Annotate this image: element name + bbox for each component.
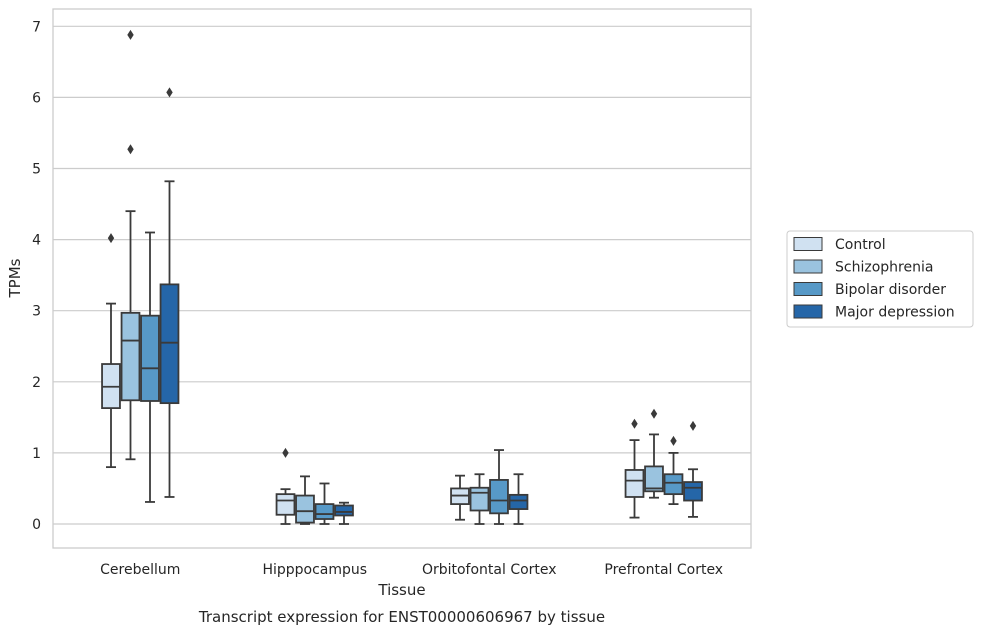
legend-swatch xyxy=(793,237,823,251)
box-body xyxy=(120,311,141,402)
y-tick-label: 4 xyxy=(32,233,41,249)
x-tick-label: Prefrontal Cortex xyxy=(604,562,723,578)
x-tick-label: Orbitofontal Cortex xyxy=(422,562,557,578)
box-1-1 xyxy=(295,475,315,525)
box-2-1 xyxy=(469,473,490,525)
box-0-1 xyxy=(120,29,141,461)
plot-area-frame xyxy=(52,8,752,549)
box-body xyxy=(624,469,645,498)
y-axis-label: TPMs xyxy=(6,258,24,298)
box-body xyxy=(314,503,335,520)
legend-swatch xyxy=(793,259,823,274)
box-3-1 xyxy=(644,408,664,499)
legend-label: Bipolar disorder xyxy=(835,282,946,298)
y-tick-label: 7 xyxy=(32,19,41,35)
outlier-point xyxy=(127,29,134,40)
box-body xyxy=(295,494,315,524)
box-series xyxy=(101,29,703,525)
box-3-2 xyxy=(663,435,684,505)
legend-label: Control xyxy=(835,237,886,253)
box-0-3 xyxy=(159,87,180,498)
box-2-3 xyxy=(508,473,529,525)
outlier-point xyxy=(670,435,677,446)
x-tick-label: Hipppocampus xyxy=(262,562,367,578)
box-2-2 xyxy=(489,449,509,525)
outlier-point xyxy=(689,420,697,431)
y-tick-label: 1 xyxy=(32,446,41,462)
box-body xyxy=(469,486,490,512)
outlier-point xyxy=(127,144,134,155)
y-tick-label: 3 xyxy=(32,304,41,320)
x-tick-label: Cerebellum xyxy=(100,562,180,578)
box-3-0 xyxy=(624,418,645,519)
outlier-point xyxy=(282,447,289,458)
box-body xyxy=(644,465,664,493)
box-1-0 xyxy=(275,447,296,525)
outlier-point xyxy=(107,233,115,244)
box-body xyxy=(275,493,296,516)
x-axis-ticks: Cerebellum Hipppocampus Orbitofontal Corte… xyxy=(100,562,723,578)
y-tick-label: 2 xyxy=(32,375,41,391)
outlier-point xyxy=(166,87,173,98)
x-axis-label: Tissue xyxy=(377,581,425,599)
box-body xyxy=(663,473,684,496)
box-body xyxy=(334,504,354,517)
box-2-0 xyxy=(450,474,470,521)
box-1-2 xyxy=(314,482,335,525)
legend-label: Schizophrenia xyxy=(835,260,933,276)
box-1-3 xyxy=(334,501,354,525)
box-body xyxy=(508,493,529,510)
y-axis-ticks: 0 1 2 3 4 5 6 7 xyxy=(32,19,41,533)
legend: Control Schizophrenia Bipolar disorder Majo… xyxy=(786,230,974,328)
box-0-2 xyxy=(140,231,160,503)
figure-caption: Transcript expression for ENST0000060696… xyxy=(198,608,605,626)
box-body xyxy=(489,479,509,515)
legend-frame xyxy=(786,230,974,328)
legend-swatch xyxy=(793,282,823,296)
legend-swatch xyxy=(793,304,823,319)
y-tick-label: 0 xyxy=(32,517,41,533)
box-3-3 xyxy=(683,420,703,518)
box-0-0 xyxy=(101,233,121,469)
legend-label: Major depression xyxy=(835,305,955,321)
y-tick-label: 5 xyxy=(32,162,41,178)
grid-lines xyxy=(53,25,751,525)
y-tick-label: 6 xyxy=(32,90,41,106)
box-body xyxy=(159,283,180,405)
box-body xyxy=(140,314,160,402)
outlier-point xyxy=(631,418,638,429)
box-body xyxy=(683,481,703,502)
outlier-point xyxy=(650,408,658,419)
